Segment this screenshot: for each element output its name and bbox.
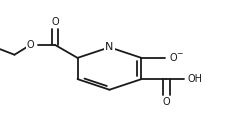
Text: N: N: [105, 42, 114, 52]
Text: −: −: [176, 49, 183, 58]
Text: OH: OH: [187, 74, 202, 84]
Text: O: O: [27, 40, 34, 50]
Text: O: O: [163, 97, 170, 107]
Text: O: O: [51, 17, 59, 27]
Text: O: O: [169, 53, 177, 63]
